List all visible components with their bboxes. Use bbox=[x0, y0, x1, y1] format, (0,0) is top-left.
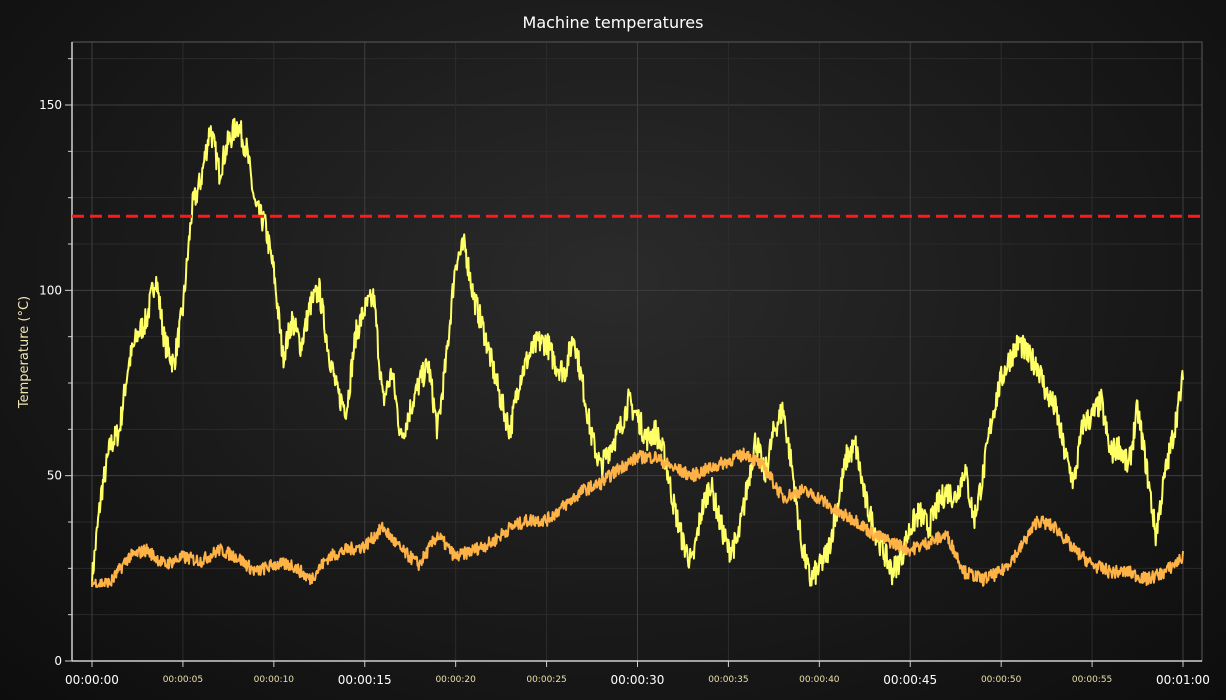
y-tick-label: 150 bbox=[39, 98, 62, 112]
chart-title: Machine temperatures bbox=[523, 13, 704, 32]
x-tick-label: 00:00:55 bbox=[1072, 675, 1112, 685]
x-tick-label: 00:00:30 bbox=[611, 673, 665, 687]
y-axis-label: Temperature (°C) bbox=[17, 296, 32, 409]
x-tick-label: 00:00:10 bbox=[254, 675, 295, 685]
x-tick-label: 00:00:40 bbox=[799, 675, 840, 685]
y-tick-label: 0 bbox=[54, 654, 62, 668]
x-tick-label: 00:00:15 bbox=[338, 673, 392, 687]
y-tick-label: 100 bbox=[39, 283, 62, 297]
x-ticks: 00:00:00 00:00:05 00:00:10 00:00:15 00:00:20… bbox=[65, 661, 1210, 687]
x-tick-label: 00:00:25 bbox=[526, 675, 566, 685]
y-tick-label: 50 bbox=[47, 469, 62, 483]
x-tick-label: 00:00:50 bbox=[981, 675, 1022, 685]
x-tick-label: 00:00:20 bbox=[435, 675, 476, 685]
x-tick-label: 00:00:45 bbox=[883, 673, 937, 687]
series-line-yellow bbox=[91, 117, 1184, 587]
series-line-orange bbox=[91, 447, 1184, 588]
y-ticks: 0 50 100 150 bbox=[39, 58, 72, 668]
series-layer bbox=[91, 117, 1184, 588]
x-tick-label: 00:00:05 bbox=[163, 675, 203, 685]
x-tick-label: 00:00:35 bbox=[708, 675, 748, 685]
x-tick-label: 00:01:00 bbox=[1156, 673, 1210, 687]
x-tick-label: 00:00:00 bbox=[65, 673, 119, 687]
